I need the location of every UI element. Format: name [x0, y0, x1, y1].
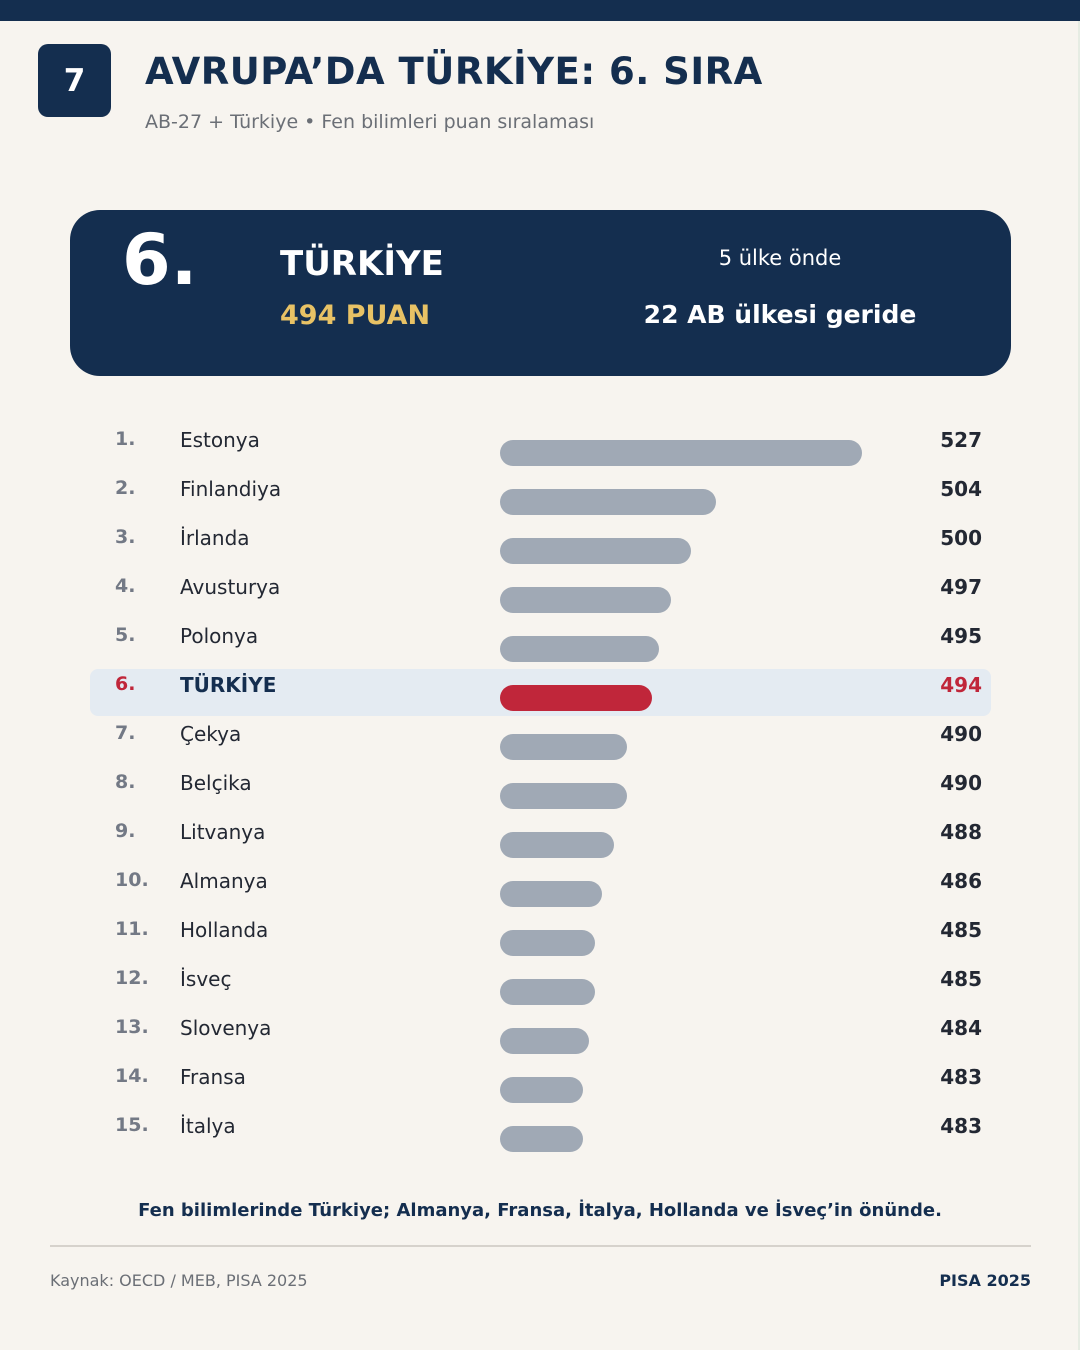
score-bar	[500, 587, 671, 613]
country-label: Belçika	[180, 771, 252, 795]
rank-label: 4.	[115, 575, 136, 597]
score-value: 490	[940, 771, 982, 795]
table-row: 14. Fransa 483	[0, 1065, 1080, 1105]
rank-label: 6.	[115, 673, 136, 695]
score-bar	[500, 1077, 583, 1103]
score-value: 504	[940, 477, 982, 501]
table-row: 13. Slovenya 484	[0, 1016, 1080, 1056]
source-note: Kaynak: OECD / MEB, PISA 2025	[50, 1271, 308, 1290]
country-label: Avusturya	[180, 575, 281, 599]
hero-rank: 6.	[122, 219, 198, 301]
footer-divider	[50, 1245, 1031, 1247]
score-bar	[500, 734, 627, 760]
table-row: 10. Almanya 486	[0, 869, 1080, 909]
score-bar	[500, 881, 602, 907]
hero-country: TÜRKİYE	[280, 244, 444, 284]
score-value: 483	[940, 1065, 982, 1089]
country-label: Litvanya	[180, 820, 266, 844]
country-label: İsveç	[180, 967, 232, 991]
table-row: 5. Polonya 495	[0, 624, 1080, 664]
table-row: 15. İtalya 483	[0, 1114, 1080, 1154]
table-row: 12. İsveç 485	[0, 967, 1080, 1007]
footer-brand: PISA 2025	[939, 1271, 1031, 1290]
score-value: 495	[940, 624, 982, 648]
country-label: İtalya	[180, 1114, 236, 1138]
side-accent-line	[1078, 21, 1080, 1350]
slide-number-badge: 7	[38, 44, 111, 117]
score-value: 490	[940, 722, 982, 746]
rank-label: 8.	[115, 771, 136, 793]
score-bar	[500, 783, 627, 809]
hero-countries-behind: 22 AB ülkesi geride	[643, 300, 917, 329]
table-row: 11. Hollanda 485	[0, 918, 1080, 958]
country-label: Almanya	[180, 869, 268, 893]
hero-summary-card: 6. TÜRKİYE 494 PUAN 5 ülke önde 22 AB ül…	[70, 210, 1011, 376]
page-subtitle: AB-27 + Türkiye • Fen bilimleri puan sır…	[145, 111, 595, 133]
rank-label: 9.	[115, 820, 136, 842]
rank-label: 2.	[115, 477, 136, 499]
table-row: 2. Finlandiya 504	[0, 477, 1080, 517]
score-value: 483	[940, 1114, 982, 1138]
table-row: 3. İrlanda 500	[0, 526, 1080, 566]
country-label: Finlandiya	[180, 477, 282, 501]
country-label: Çekya	[180, 722, 242, 746]
country-label: Hollanda	[180, 918, 269, 942]
score-bar	[500, 930, 595, 956]
table-row-highlighted: 6. TÜRKİYE 494	[0, 673, 1080, 713]
score-value: 488	[940, 820, 982, 844]
table-row: 1. Estonya 527	[0, 428, 1080, 468]
rank-label: 12.	[115, 967, 149, 989]
takeaway-note: Fen bilimlerinde Türkiye; Almanya, Frans…	[138, 1200, 942, 1221]
score-bar	[500, 832, 614, 858]
score-bar	[500, 538, 691, 564]
country-label: Estonya	[180, 428, 260, 452]
score-value: 485	[940, 967, 982, 991]
score-value: 484	[940, 1016, 982, 1040]
country-label: Slovenya	[180, 1016, 272, 1040]
hero-score: 494 PUAN	[280, 300, 431, 331]
country-label: Fransa	[180, 1065, 246, 1089]
rank-label: 11.	[115, 918, 149, 940]
score-bar	[500, 1126, 583, 1152]
table-row: 7. Çekya 490	[0, 722, 1080, 762]
country-label: Polonya	[180, 624, 259, 648]
score-value: 486	[940, 869, 982, 893]
table-row: 9. Litvanya 488	[0, 820, 1080, 860]
rank-label: 1.	[115, 428, 136, 450]
rank-label: 15.	[115, 1114, 149, 1136]
score-value: 527	[940, 428, 982, 452]
table-row: 4. Avusturya 497	[0, 575, 1080, 615]
rank-label: 7.	[115, 722, 136, 744]
hero-countries-ahead: 5 ülke önde	[718, 246, 842, 270]
score-value: 485	[940, 918, 982, 942]
score-bar	[500, 979, 595, 1005]
score-bar	[500, 685, 652, 711]
rank-label: 14.	[115, 1065, 149, 1087]
rank-label: 3.	[115, 526, 136, 548]
score-value: 500	[940, 526, 982, 550]
rank-label: 13.	[115, 1016, 149, 1038]
page-title: AVRUPA’DA TÜRKİYE: 6. SIRA	[145, 50, 763, 93]
top-bar	[0, 0, 1080, 21]
rank-label: 5.	[115, 624, 136, 646]
score-bar	[500, 489, 716, 515]
table-row: 8. Belçika 490	[0, 771, 1080, 811]
score-value: 494	[940, 673, 982, 697]
score-bar	[500, 636, 659, 662]
country-label: TÜRKİYE	[180, 673, 277, 697]
score-bar	[500, 1028, 589, 1054]
score-bar	[500, 440, 862, 466]
country-label: İrlanda	[180, 526, 250, 550]
rank-label: 10.	[115, 869, 149, 891]
score-value: 497	[940, 575, 982, 599]
